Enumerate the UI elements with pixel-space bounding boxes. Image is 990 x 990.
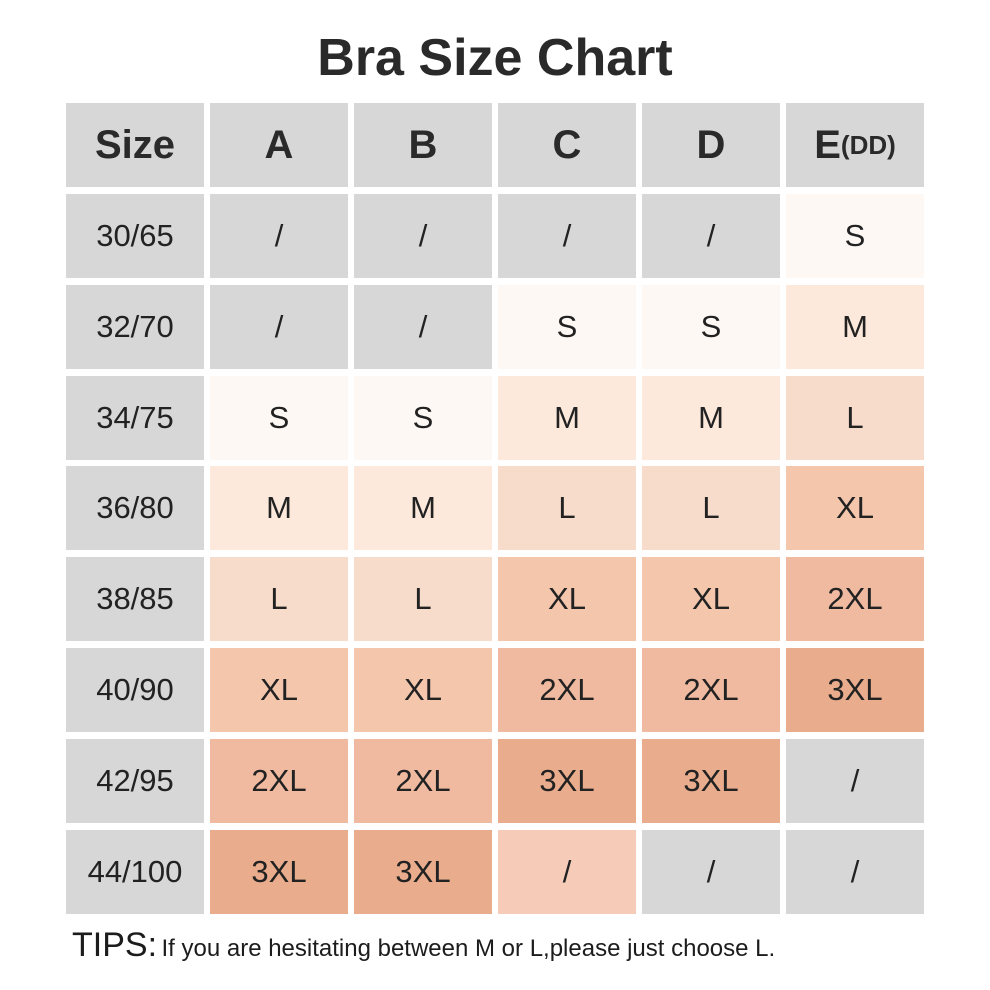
header-cell: D: [642, 103, 780, 187]
size-cell: 2XL: [354, 739, 492, 823]
size-cell: 3XL: [210, 830, 348, 914]
header-text: D: [696, 122, 726, 167]
band-size-cell: 32/70: [66, 285, 204, 369]
size-cell: S: [498, 285, 636, 369]
band-size-cell: 40/90: [66, 648, 204, 732]
size-cell: S: [354, 376, 492, 460]
size-cell: M: [786, 285, 924, 369]
tips-text: If you are hesitating between M or L,ple…: [161, 935, 776, 962]
size-cell: XL: [210, 648, 348, 732]
header-cell: Size: [66, 103, 204, 187]
band-size-cell: 34/75: [66, 376, 204, 460]
header-cell: C: [498, 103, 636, 187]
size-cell: 3XL: [642, 739, 780, 823]
size-cell: /: [354, 285, 492, 369]
size-cell: 3XL: [786, 648, 924, 732]
size-cell: L: [354, 557, 492, 641]
size-cell: S: [786, 194, 924, 278]
size-cell: 2XL: [498, 648, 636, 732]
size-cell: 3XL: [498, 739, 636, 823]
header-cell: B: [354, 103, 492, 187]
header-text: A: [264, 122, 294, 167]
size-cell: S: [642, 285, 780, 369]
header-text: E: [814, 122, 841, 167]
band-size-cell: 42/95: [66, 739, 204, 823]
size-cell: /: [642, 830, 780, 914]
size-cell: M: [642, 376, 780, 460]
tips-label: TIPS:: [72, 926, 158, 964]
size-cell: XL: [642, 557, 780, 641]
size-cell: /: [642, 194, 780, 278]
band-size-cell: 36/80: [66, 466, 204, 550]
header-text: C: [552, 122, 582, 167]
band-size-cell: 38/85: [66, 557, 204, 641]
size-cell: XL: [354, 648, 492, 732]
size-cell: /: [354, 194, 492, 278]
size-cell: 3XL: [354, 830, 492, 914]
size-cell: /: [210, 194, 348, 278]
size-cell: M: [210, 466, 348, 550]
header-text: Size: [94, 122, 176, 167]
tips: TIPS: If you are hesitating between M or…: [72, 926, 775, 965]
band-size-cell: 44/100: [66, 830, 204, 914]
size-cell: L: [786, 376, 924, 460]
size-cell: 2XL: [642, 648, 780, 732]
size-cell: L: [498, 466, 636, 550]
size-cell: L: [210, 557, 348, 641]
band-size-cell: 30/65: [66, 194, 204, 278]
size-cell: 2XL: [210, 739, 348, 823]
size-cell: /: [498, 194, 636, 278]
header-cell: E (DD): [786, 103, 924, 187]
size-cell: S: [210, 376, 348, 460]
title: Bra Size Chart: [317, 29, 673, 87]
size-cell: M: [498, 376, 636, 460]
size-cell: XL: [786, 466, 924, 550]
size-cell: /: [498, 830, 636, 914]
header-text: B: [408, 122, 438, 167]
size-cell: L: [642, 466, 780, 550]
size-cell: /: [210, 285, 348, 369]
size-cell: /: [786, 830, 924, 914]
size-cell: M: [354, 466, 492, 550]
size-cell: 2XL: [786, 557, 924, 641]
size-cell: /: [786, 739, 924, 823]
header-suffix: (DD): [840, 129, 896, 160]
size-cell: XL: [498, 557, 636, 641]
header-cell: A: [210, 103, 348, 187]
